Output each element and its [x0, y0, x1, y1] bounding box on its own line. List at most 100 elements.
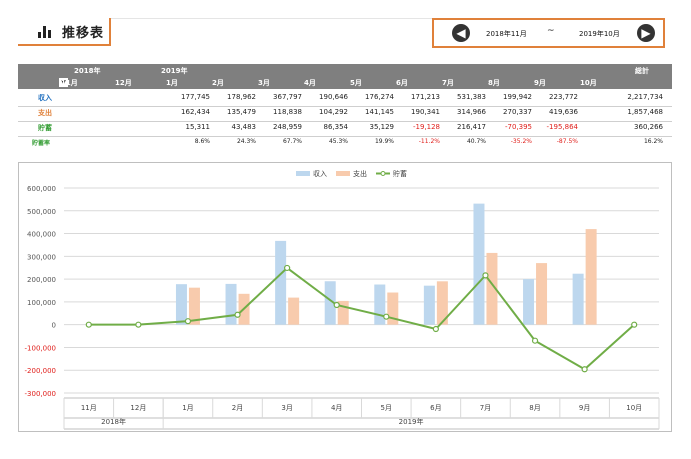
bar-支出	[585, 229, 597, 325]
table-cell: 67.7%	[282, 138, 302, 145]
line-point	[234, 311, 241, 318]
table-cell: 24.3%	[236, 138, 256, 145]
chevron-down-icon: ▼	[61, 79, 66, 86]
table-cell: 199,942	[503, 93, 532, 101]
line-point	[135, 321, 142, 328]
table-cell: 40.7%	[466, 138, 486, 145]
y-tick-label: 0	[52, 322, 56, 330]
table-cell: 367,797	[273, 93, 302, 101]
table-cell: 8.6%	[194, 138, 210, 145]
table-cell: -11.2%	[418, 138, 440, 145]
bar-収入	[423, 285, 435, 325]
x-tick-label: 11月	[81, 404, 97, 412]
month-header-cell: 2月	[212, 79, 224, 87]
total-cell: 1,857,468	[627, 108, 663, 116]
x-tick-label: 8月	[529, 404, 540, 412]
month-header-cell: 9月	[534, 79, 546, 87]
table-cell: -19,128	[412, 123, 440, 131]
table-cell: 135,479	[227, 108, 256, 116]
x-tick-label: 1月	[182, 404, 193, 412]
arrow-left-icon: ◀	[456, 26, 466, 40]
row-label: 支出	[38, 109, 52, 117]
table-cell: -87.5%	[556, 138, 578, 145]
line-point	[531, 337, 539, 344]
x-tick-label: 9月	[579, 404, 590, 412]
y-tick-label: 600,000	[27, 185, 56, 193]
month-header-cell: 12月	[115, 79, 132, 87]
year-label-2019: 2019年	[161, 67, 188, 75]
table-cell: 419,636	[549, 108, 578, 116]
total-cell: 16.2%	[643, 138, 663, 145]
bar-支出	[387, 292, 399, 325]
line-point	[631, 321, 638, 328]
line-point	[85, 321, 92, 328]
table-row: 貯蓄 15,311 43,483 248,959 86,354 35,129 -19,128…	[18, 122, 672, 135]
bar-支出	[188, 287, 200, 325]
table-cell: 141,145	[365, 108, 394, 116]
table-cell: 45.3%	[328, 138, 348, 145]
bar-収入	[523, 279, 535, 325]
line-point	[333, 301, 340, 309]
top-divider	[110, 18, 434, 19]
bar-支出	[288, 297, 300, 325]
y-tick-label: -300,000	[25, 390, 56, 398]
table-cell: 248,959	[273, 123, 302, 131]
table-cell: 43,483	[231, 123, 257, 131]
y-tick-label: 200,000	[27, 276, 56, 284]
x-tick-label: 6月	[430, 404, 441, 412]
range-end: 2019年10月	[579, 30, 620, 38]
table-cell: 270,337	[503, 108, 532, 116]
legend-swatch	[336, 171, 350, 176]
prev-period-button[interactable]: ◀	[452, 24, 470, 42]
table-row: 支出 162,434 135,479 118,838 104,292 141,145 190…	[18, 107, 672, 120]
table-row: 貯蓄率 8.6% 24.3% 67.7% 45.3% 19.9% -11.2% 40.7% -3…	[18, 137, 672, 150]
x-tick-label: 7月	[480, 404, 491, 412]
bar-収入	[572, 273, 584, 325]
next-period-button[interactable]: ▶	[637, 24, 655, 42]
row-label: 収入	[38, 94, 52, 102]
y-tick-label: 500,000	[27, 208, 56, 216]
bar-収入	[175, 284, 187, 325]
table-cell: 176,274	[365, 93, 394, 101]
group-label-2018: 2018年	[101, 417, 126, 426]
line-point	[482, 272, 489, 279]
y-tick-label: -200,000	[25, 367, 56, 375]
table-row: 収入 177,745 178,962 367,797 190,646 176,274 171…	[18, 92, 672, 105]
bar-収入	[225, 283, 237, 325]
bar-収入	[473, 203, 485, 325]
table-cell: 15,311	[185, 123, 211, 131]
group-label-2019: 2019年	[399, 417, 424, 426]
bar-支出	[436, 281, 448, 325]
trend-chart: 600,000 500,000 400,000 300,000 200,000 100,0…	[25, 169, 660, 430]
table-cell: 19.9%	[374, 138, 394, 145]
table-cell: 223,772	[549, 93, 578, 101]
total-cell: 360,266	[634, 123, 663, 131]
bar-収入	[275, 240, 287, 325]
table-cell: 178,962	[227, 93, 256, 101]
month-header-cell: 8月	[488, 79, 500, 87]
month-header-cell: 11月	[61, 79, 78, 87]
table-cell: 171,213	[411, 93, 440, 101]
bar-収入	[374, 284, 386, 325]
y-tick-label: 100,000	[27, 299, 56, 307]
y-tick-label: 400,000	[27, 231, 56, 239]
table-cell: 531,383	[457, 93, 486, 101]
filter-dropdown[interactable]: ▼	[59, 78, 68, 87]
x-tick-label: 5月	[381, 404, 392, 412]
x-tick-label: 2月	[232, 404, 243, 412]
legend-label: 支出	[353, 169, 367, 178]
row-label: 貯蓄率	[32, 140, 51, 147]
range-separator: ~	[547, 26, 555, 36]
month-header-cell: 6月	[396, 79, 408, 87]
line-point	[284, 264, 291, 272]
legend-label: 貯蓄	[393, 169, 407, 178]
y-tick-label: -100,000	[25, 344, 56, 352]
month-header-cell: 10月	[580, 79, 597, 87]
line-point	[581, 366, 588, 373]
month-header-cell: 5月	[350, 79, 362, 87]
table-header-months: ▼ 11月 12月 1月 2月 3月 4月 5月 6月 7月 8月 9月 10月	[18, 76, 672, 89]
month-header-cell: 1月	[166, 79, 178, 87]
x-tick-label: 3月	[281, 404, 292, 412]
line-point	[184, 318, 192, 325]
row-divider	[18, 136, 672, 137]
